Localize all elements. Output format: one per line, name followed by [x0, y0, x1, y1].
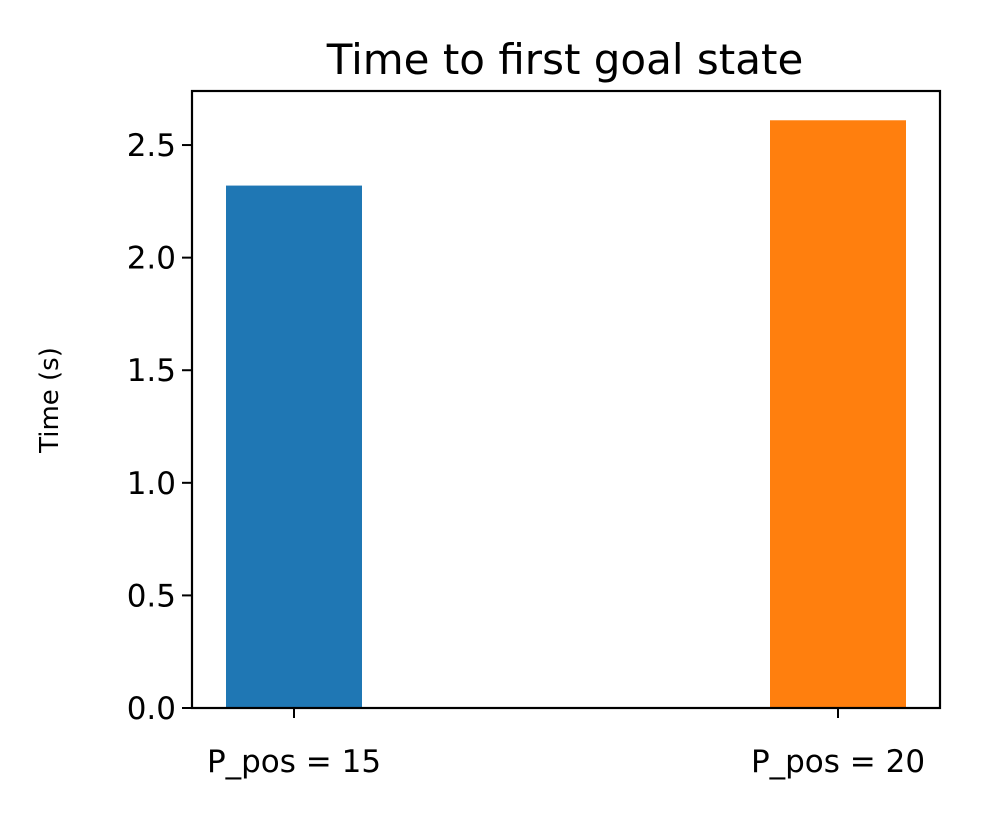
y-tick-label: 1.5	[127, 353, 176, 389]
y-tick-label: 0.5	[127, 578, 176, 614]
x-axis: P_pos = 15 P_pos = 20	[207, 708, 925, 780]
y-tick-label: 0.0	[127, 691, 176, 727]
chart-title: Time to first goal state	[326, 35, 804, 84]
bar-1	[226, 185, 362, 708]
y-tick-label: 2.5	[127, 128, 176, 164]
bar-2	[770, 120, 906, 708]
y-tick-label: 1.0	[127, 466, 176, 502]
plot-frame	[190, 89, 942, 710]
x-tick-label: P_pos = 20	[751, 744, 925, 780]
bars-group	[226, 120, 906, 708]
y-tick-label: 2.0	[127, 241, 176, 277]
x-tick-label: P_pos = 15	[207, 744, 381, 780]
y-axis-label: Time (s)	[35, 347, 65, 454]
y-axis: 0.0 0.5 1.0 1.5 2.0 2.5	[127, 128, 192, 727]
